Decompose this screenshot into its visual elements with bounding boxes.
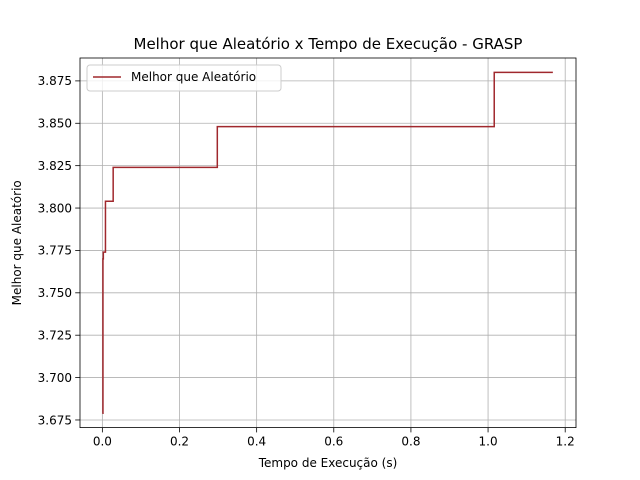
- y-tick-label: 3.750: [38, 286, 72, 300]
- x-tick-label: 0.4: [247, 435, 266, 449]
- legend: Melhor que Aleatório: [86, 64, 282, 92]
- y-tick-label: 3.775: [38, 244, 72, 258]
- grid: [80, 58, 576, 428]
- legend-box: [86, 64, 282, 92]
- y-axis-label: Melhor que Aleatório: [10, 180, 24, 305]
- series-line-0: [102, 71, 553, 414]
- y-tick-label: 3.875: [38, 74, 72, 88]
- legend-label: Melhor que Aleatório: [131, 70, 256, 84]
- y-tick-label: 3.675: [38, 413, 72, 427]
- series-layer: [102, 71, 553, 414]
- x-tick-label: 0.8: [401, 435, 420, 449]
- x-axis: 0.0 0.2 0.4 0.6 0.8 1.0 1.2: [93, 427, 575, 449]
- y-tick-label: 3.725: [38, 329, 72, 343]
- x-tick-label: 1.0: [479, 435, 498, 449]
- y-tick-label: 3.825: [38, 159, 72, 173]
- chart-title: Melhor que Aleatório x Tempo de Execução…: [134, 35, 523, 53]
- x-tick-label: 1.2: [556, 435, 575, 449]
- x-tick-label: 0.2: [170, 435, 189, 449]
- x-tick-label: 0.6: [324, 435, 343, 449]
- y-tick-label: 3.800: [38, 201, 72, 215]
- y-tick-label: 3.850: [38, 117, 72, 131]
- plot-frame: [79, 57, 577, 429]
- x-axis-label: Tempo de Execução (s): [258, 456, 398, 470]
- y-axis: 3.675 3.700 3.725 3.750 3.775 3.800 3.825 3.850…: [38, 74, 80, 427]
- x-tick-label: 0.0: [93, 435, 112, 449]
- y-tick-label: 3.700: [38, 371, 72, 385]
